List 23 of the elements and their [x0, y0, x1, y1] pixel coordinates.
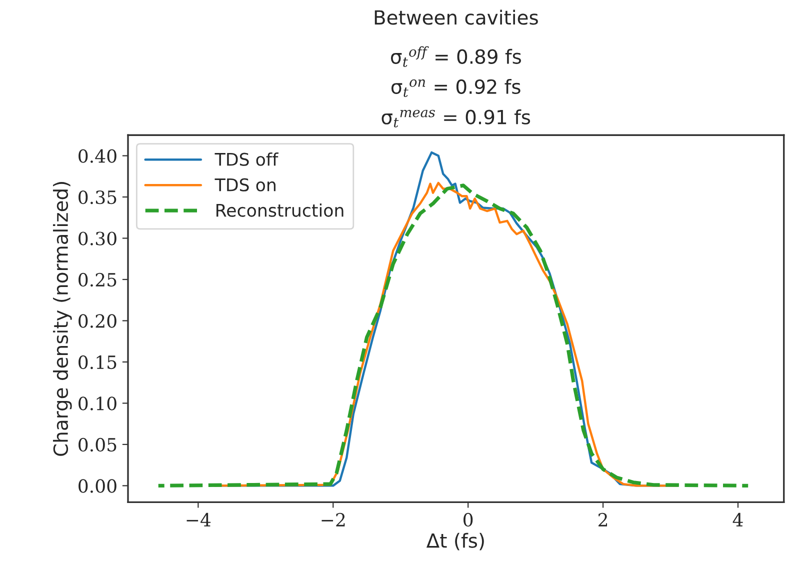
y-axis-title: Charge density (normalized): [53, 182, 72, 456]
y-tick-label: 0.20: [78, 314, 116, 328]
x-tick-label: 0: [464, 512, 473, 527]
y-tick-label: 0.00: [78, 479, 116, 493]
x-tick-label: 4: [732, 512, 743, 526]
x-axis-title: Δt (fs): [426, 532, 484, 550]
legend-label: TDS off: [214, 152, 278, 166]
text: σ$_{t}$$^{on}$ = 0.92 fs: [391, 78, 520, 97]
x-tick-label: −2: [322, 512, 345, 526]
x-tick-label: 2: [598, 512, 608, 526]
x-tick-label: −4: [186, 512, 211, 526]
text: σ$_{t}$$^{meas}$ = 0.91 fs: [382, 109, 530, 128]
y-tick-label: 0.05: [78, 438, 116, 452]
legend-label: Reconstruction: [216, 203, 344, 217]
y-tick-label: 0.40: [78, 149, 116, 163]
y-tick-label: 0.25: [78, 272, 116, 287]
y-tick-label: 0.10: [78, 396, 116, 410]
text: σ$_{t}$$^{off}$ = 0.89 fs: [390, 46, 521, 67]
y-tick-label: 0.15: [78, 355, 116, 370]
y-tick-label: 0.30: [78, 232, 116, 246]
chart-title: Between cavities: [374, 10, 538, 25]
y-tick-label: 0.35: [78, 190, 116, 204]
legend-label: TDS on: [214, 178, 276, 192]
